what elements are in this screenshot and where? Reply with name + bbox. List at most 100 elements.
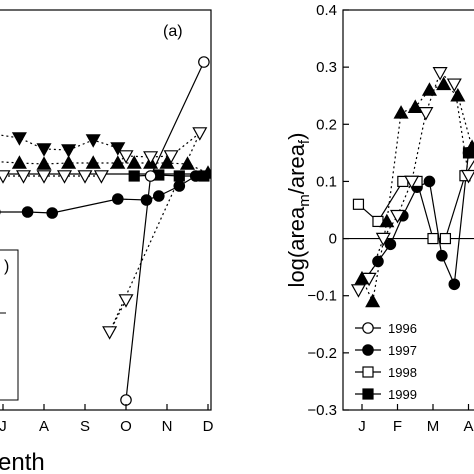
panel-a-series-2-point-4 <box>77 170 93 184</box>
panel-a-series-4-point-6 <box>173 180 186 192</box>
panel-a-series-4-point-4 <box>140 194 153 206</box>
panel-a-series-1-point-2 <box>36 156 52 170</box>
panel-a-series-1-point-8 <box>159 155 175 169</box>
panel-b-series-2-point-5 <box>439 232 452 245</box>
panel-a-series-1-point-6 <box>126 155 142 169</box>
legend-label-1999: 1999 <box>388 387 417 402</box>
panel-b-series-5-point-0 <box>350 284 366 298</box>
panel-a-series-4-point-7 <box>189 170 202 182</box>
panel-b-y-ticks: −0.3 −0.2 −0.1 0 0.1 0.2 0.3 0.4 <box>307 2 349 419</box>
panel-b-series-4-point-6 <box>436 76 452 91</box>
panel-b-series-1-point-5 <box>423 175 436 188</box>
panel-a-series-2-point-1 <box>15 170 32 184</box>
panel-a-series-4-point-3 <box>112 193 124 205</box>
panel-b-x-tick-label-2: M <box>427 418 440 435</box>
panel-a-series-2-point-8 <box>163 150 179 164</box>
panel-a-series-2-point-11 <box>118 294 134 308</box>
panel-b-series-4-point-3 <box>393 105 409 119</box>
panel-b-y-tick-label-3: 0 <box>329 231 337 248</box>
panel-b-series-5-point-8 <box>460 169 474 184</box>
panel-b-series-5-point-3 <box>389 209 406 224</box>
panel-b-y-tick-label-4: 0.1 <box>316 173 337 190</box>
panel-a-x-tick-label-1: A <box>39 418 49 435</box>
panel-b: −0.3 −0.2 −0.1 0 0.1 0.2 0.3 0.4 J F M A log(aream… <box>284 2 474 435</box>
panel-a-series-4-point-2 <box>46 207 58 219</box>
legend-label-1998: 1998 <box>388 365 417 380</box>
panel-a-series-5-point-0 <box>120 394 132 406</box>
panel-b-y-tick-label-2: −0.1 <box>307 288 337 305</box>
panel-b-series-4-point-4 <box>407 99 423 113</box>
panel-b-series-5-point-1 <box>361 272 377 287</box>
panel-b-y-tick-label-7: 0.4 <box>316 2 337 19</box>
panel-a-series-2-point-5 <box>93 170 109 184</box>
legend-marker-1999 <box>362 388 374 400</box>
panel-a-series-0-point-5 <box>110 142 126 156</box>
panel-b-y-tick-label-1: −0.2 <box>307 345 337 362</box>
panel-a-x-tick-label-0: J <box>0 418 7 435</box>
inset-label: ) <box>4 258 9 275</box>
panel-b-series-2-point-0 <box>352 198 365 210</box>
panel-a-series-3-point-0 <box>128 170 140 182</box>
panel-b-frame <box>342 9 474 411</box>
panel-a-series-2-point-3 <box>56 170 73 184</box>
panel-b-series-1-point-6 <box>436 249 448 262</box>
panel-a-series-5-point-2 <box>198 56 210 68</box>
panel-b-series-2-point-4 <box>427 232 439 245</box>
panel-b-series <box>350 67 474 308</box>
panel-a-x-tick-label-3: O <box>120 418 132 435</box>
panel-b-series-5-point-7 <box>446 78 462 93</box>
panel-b-series-4-point-2 <box>379 213 395 228</box>
legend-marker-1996 <box>362 322 374 334</box>
panel-a-frame <box>0 9 212 411</box>
panel-a-series-3-point-2 <box>173 170 185 182</box>
panel-a-series-5-line <box>125 61 205 401</box>
panel-b-series-1-point-1 <box>372 255 384 268</box>
panel-a-x-tick-label-4: N <box>162 418 173 435</box>
legend-marker-1998 <box>362 366 374 378</box>
panel-a-x-tick-label-2: S <box>80 418 90 435</box>
panel-a-series-1-point-9 <box>179 156 196 170</box>
panel-b-x-tick-label-3: A <box>463 418 473 435</box>
panel-a-series-4-point-5 <box>153 190 165 202</box>
panel-a-series-2-point-6 <box>118 150 134 164</box>
panel-b-ylabel: log(aream/areaf) <box>284 133 313 288</box>
panel-b-x-tick-label-0: J <box>358 418 366 435</box>
panel-a-series-2-point-10 <box>102 326 118 340</box>
panel-a-series-4-point-1 <box>21 206 34 218</box>
panel-b-series-4-point-8 <box>464 139 474 153</box>
panel-label-a: (a) <box>163 23 183 40</box>
panel-a-series-2-point-2 <box>36 170 52 184</box>
panel-a-xlabel: enth <box>0 449 45 474</box>
legend-label-1996: 1996 <box>388 321 417 336</box>
panel-a-series-0-point-3 <box>61 144 77 158</box>
panel-b-series-5-point-5 <box>418 107 434 121</box>
panel-a-series-5-point-1 <box>144 170 157 182</box>
panel-a-series-0-point-1 <box>11 132 27 146</box>
panel-b-series-5-point-2 <box>375 232 391 247</box>
panel-b-series-1-point-7 <box>448 278 461 291</box>
panel-b-series-4-point-7 <box>450 87 466 102</box>
panel-a-series-0-line <box>0 134 118 151</box>
panel-a-series-2-point-0 <box>0 170 11 184</box>
legend: 1996 1997 1998 1999 <box>355 321 417 402</box>
panel-b-series-5-point-6 <box>432 67 448 81</box>
panel-a-series <box>0 56 211 406</box>
inset-frame <box>0 249 19 401</box>
panel-a: ) (a) J A S O N D enth <box>0 9 214 474</box>
panel-b-series-1-point-2 <box>384 238 397 251</box>
panel-b-y-tick-label-5: 0.2 <box>316 116 337 133</box>
panel-b-series-5-point-4 <box>404 175 420 190</box>
panel-b-x-tick-label-1: F <box>393 418 402 435</box>
legend-marker-1997 <box>362 344 374 356</box>
panel-b-series-4-line <box>361 83 474 304</box>
panel-a-series-0-point-4 <box>85 134 101 148</box>
panel-a-series-1-point-4 <box>85 155 101 169</box>
panel-b-series-4-point-5 <box>421 82 437 96</box>
panel-b-y-tick-label-0: −0.3 <box>307 402 337 419</box>
panel-a-series-2-point-7 <box>143 151 159 165</box>
panel-a-series-2-point-9 <box>192 127 208 141</box>
panel-a-x-tick-label-5: D <box>203 418 214 435</box>
